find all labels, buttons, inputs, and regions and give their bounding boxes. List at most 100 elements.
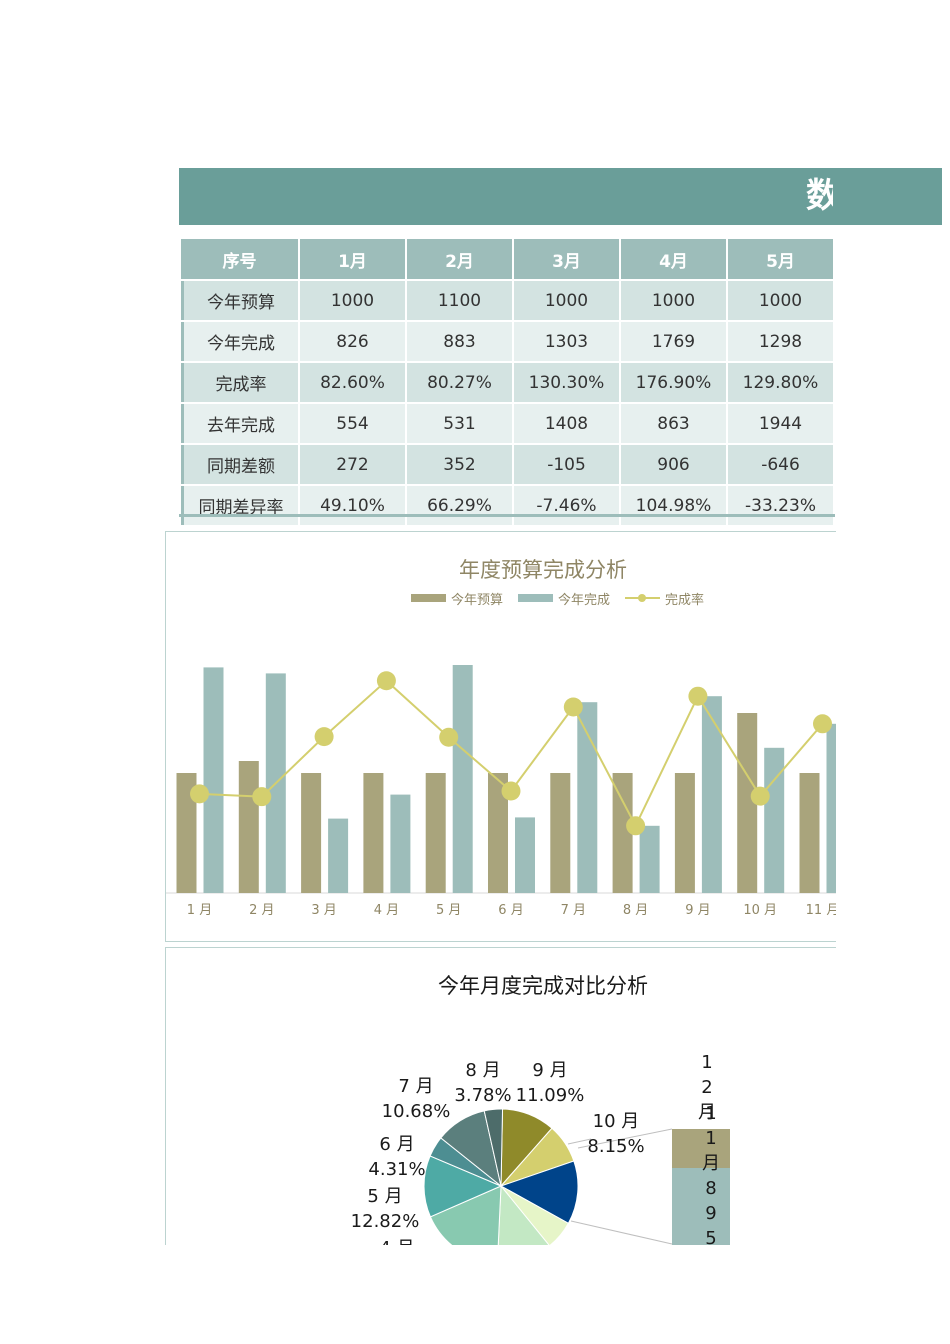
row-label: 今年预算 [181, 281, 298, 320]
x-tick-label: 11 月 [806, 903, 836, 918]
x-tick-label: 9 月 [685, 903, 710, 918]
x-tick-label: 8 月 [623, 903, 648, 918]
x-tick-label: 4 月 [374, 903, 399, 918]
table-cell: 1000 [728, 281, 833, 320]
x-tick-label: 6 月 [498, 903, 523, 918]
x-tick-label: 5 月 [436, 903, 461, 918]
bar-actual [826, 723, 836, 893]
table-cell: 82.60% [300, 363, 405, 402]
row-label: 同期差额 [181, 445, 298, 484]
bar-budget [363, 773, 384, 893]
table-header-row: 序号 1月 2月 3月 4月 5月 [181, 239, 833, 279]
pie-data-label: 9 月 11.09% [516, 1060, 585, 1106]
table-cell: 826 [300, 322, 405, 361]
table-cell: 1100 [407, 281, 512, 320]
bar-budget [612, 773, 633, 893]
table-header-cell: 序号 [181, 239, 298, 279]
rate-point [252, 787, 272, 807]
table-header-cell: 1月 [300, 239, 405, 279]
legend-swatch-rate-dot [638, 594, 646, 602]
budget-chart: 年度预算完成分析 今年预算 今年完成 完成率 1 月 2 月 3 月 4 月 5 月 6 … [166, 558, 836, 918]
page-title: 数据分析 [806, 176, 833, 216]
x-tick-label: 7 月 [561, 903, 586, 918]
chart-marks: 1 月 2 月 3 月 4 月 5 月 6 月 7 月 8 月 9 月 10 月 11 月 [176, 665, 836, 918]
table-cell: 352 [407, 445, 512, 484]
pie-data-label: 8 月 3.78% [454, 1060, 511, 1106]
legend-label: 完成率 [665, 592, 704, 608]
budget-chart-panel: 年度预算完成分析 今年预算 今年完成 完成率 1 月 2 月 3 月 4 月 5 月 6 … [165, 531, 836, 942]
table-cell: -7.46% [514, 486, 619, 525]
rate-point [688, 686, 708, 706]
table-cell: 1000 [300, 281, 405, 320]
pie-slice [497, 1184, 550, 1245]
bar-actual [328, 818, 349, 893]
chart-legend: 今年预算 今年完成 完成率 [411, 592, 704, 608]
table-cell: 1408 [514, 404, 619, 443]
table-header-cell: 5月 [728, 239, 833, 279]
table-cell: 130.30% [514, 363, 619, 402]
table-cell: 1000 [514, 281, 619, 320]
pie-data-label: 7 月 10.68% [382, 1076, 451, 1122]
bar-actual [577, 702, 598, 893]
table-header-cell: 4月 [621, 239, 726, 279]
bar-actual [515, 817, 535, 893]
row-label: 今年完成 [181, 322, 298, 361]
rate-point [190, 784, 209, 804]
bar-actual [639, 825, 660, 893]
row-label: 同期差异率 [181, 486, 298, 525]
sub-bar-11-month [672, 1168, 730, 1245]
rate-point [376, 671, 396, 691]
bar-budget [176, 773, 197, 893]
bar-budget [737, 713, 758, 893]
table-cell: 129.80% [728, 363, 833, 402]
rate-line [199, 679, 824, 829]
bar-actual [452, 665, 473, 893]
table-cell: 531 [407, 404, 512, 443]
rate-point [626, 816, 646, 836]
bar-budget [674, 773, 695, 893]
legend-label: 今年预算 [451, 592, 503, 608]
bar-budget [425, 773, 446, 893]
pie-data-label: 10 月 8.15% [587, 1111, 644, 1157]
table-row: 完成率 82.60% 80.27% 130.30% 176.90% 129.80… [181, 363, 833, 402]
pie-slice [483, 1108, 504, 1187]
x-tick-label: 1 月 [187, 903, 212, 918]
table-row: 同期差额 272 352 -105 906 -646 [181, 445, 833, 484]
table-cell: 49.10% [300, 486, 405, 525]
row-label: 完成率 [181, 363, 298, 402]
data-table: 序号 1月 2月 3月 4月 5月 今年预算 1000 1100 1000 10… [179, 237, 835, 527]
table-cell: 104.98% [621, 486, 726, 525]
x-tick-label: 10 月 [743, 903, 777, 918]
table-cell: 176.90% [621, 363, 726, 402]
x-tick-label: 2 月 [249, 903, 274, 918]
pie-data-label: 4 月 [379, 1238, 414, 1245]
pie-data-label: 6 月 4.31% [368, 1134, 425, 1180]
bar-budget [488, 773, 508, 893]
pie-marks: 7 月 10.68%8 月 3.78%9 月 11.09%10 月 8.15% 6 月 4.… [351, 1052, 730, 1245]
table-cell: -105 [514, 445, 619, 484]
table-cell: -33.23% [728, 486, 833, 525]
table-header-cell: 3月 [514, 239, 619, 279]
bar-actual [390, 794, 411, 893]
row-label: 去年完成 [181, 404, 298, 443]
x-tick-label: 3 月 [311, 903, 336, 918]
table-cell: 272 [300, 445, 405, 484]
bar-actual [764, 747, 785, 893]
rate-point [314, 727, 334, 747]
bar-budget [799, 773, 820, 893]
table-cell: 1944 [728, 404, 833, 443]
leader-line [567, 1138, 592, 1145]
table-row: 今年预算 1000 1100 1000 1000 1000 [181, 281, 833, 320]
table-bottom-border [179, 514, 835, 517]
table-cell: 66.29% [407, 486, 512, 525]
rate-point [563, 697, 583, 717]
legend-swatch-budget [411, 594, 446, 602]
pie-slice [500, 1185, 570, 1245]
connector-line [577, 1128, 673, 1149]
pie-slice [429, 1185, 502, 1245]
table-cell: 554 [300, 404, 405, 443]
legend-swatch-actual [518, 594, 553, 602]
